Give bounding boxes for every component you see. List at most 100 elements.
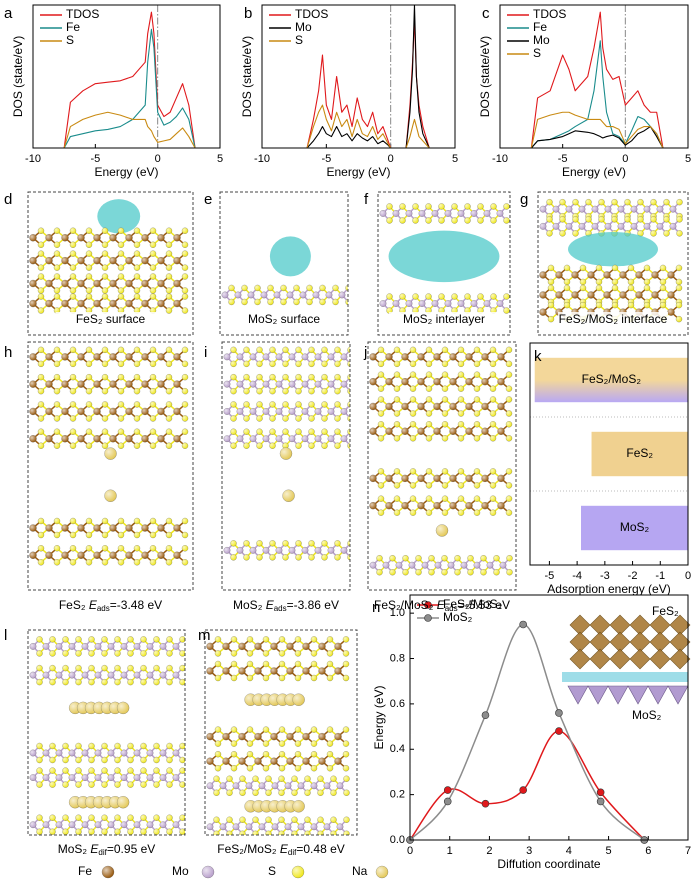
atom-shine (86, 428, 92, 435)
atom-shine (417, 427, 425, 435)
inset-octahedron (629, 648, 651, 670)
atom-shine (312, 291, 320, 299)
atom-shine (38, 415, 44, 422)
atom-shine (127, 814, 134, 821)
atom-shine (295, 751, 301, 758)
atom-legend-swatch (291, 865, 305, 879)
x-axis-label: Diffution coordinate (497, 857, 601, 871)
atom-shine (474, 346, 480, 353)
atom-shine (327, 547, 335, 554)
x-tick-label: -3 (600, 570, 610, 582)
atom-shine (223, 380, 231, 388)
atom-shine (77, 353, 85, 361)
atom-shine (258, 782, 266, 789)
atom-shine (173, 280, 181, 288)
atom-shine (394, 360, 400, 367)
atom-shine (134, 273, 140, 280)
atom-shine (474, 410, 480, 417)
atom-shine (343, 765, 349, 772)
atom-shine (327, 661, 333, 667)
atom-shine (490, 468, 496, 475)
atom-shine (118, 273, 124, 280)
atom-shine (385, 474, 393, 482)
atom-shine (243, 442, 250, 449)
atom-shine (611, 216, 618, 223)
atom-shine (93, 407, 101, 415)
atom-shine (319, 298, 326, 305)
series-line (262, 4, 455, 149)
atom-shine (410, 396, 416, 403)
panel-label: m (198, 627, 211, 644)
atom-shine (318, 642, 326, 650)
atom-shine (127, 650, 134, 657)
inset-structure (562, 614, 691, 705)
atom-shine (61, 407, 69, 415)
atom-shine (70, 442, 76, 449)
panel-label: j (363, 344, 367, 361)
atom-shine (295, 650, 301, 657)
atom-shine (86, 532, 92, 538)
atom-shine (394, 495, 400, 502)
atom-shine (552, 205, 560, 213)
atom-shine (301, 380, 309, 388)
plot-frame (261, 4, 456, 149)
atom-shine (118, 346, 124, 353)
bar (581, 505, 688, 551)
atom-shine (265, 816, 272, 823)
atom-shine (262, 353, 270, 361)
atom-shine (458, 371, 464, 378)
isosurface (568, 232, 658, 267)
atom-shine (54, 346, 60, 353)
atom-shine (166, 781, 173, 788)
series-line (409, 730, 645, 841)
structure-frame (221, 341, 351, 591)
data-point (519, 620, 527, 629)
atom-shine (54, 532, 60, 538)
x-tick-label: 4 (566, 845, 572, 857)
atom-shine (454, 569, 461, 576)
atom-shine (474, 421, 480, 428)
caption: FeS₂ surface (76, 312, 146, 326)
atom-shine (141, 435, 149, 443)
atom-shine (49, 650, 56, 657)
atom-shine (215, 661, 221, 667)
atom-shine (401, 402, 409, 410)
atom-shine (418, 300, 426, 307)
atom-shine (49, 665, 56, 672)
atom-shine (182, 559, 188, 566)
legend-label: S (295, 33, 303, 47)
x-tick-label: 2 (486, 845, 492, 857)
atom-shine (230, 360, 237, 367)
atom-shine (254, 757, 262, 765)
atom-shine (465, 474, 473, 482)
atom-shine (308, 442, 315, 449)
atom-shine (270, 733, 278, 741)
y-axis-label: DOS (state/eV) (478, 36, 492, 117)
atom-shine (308, 415, 315, 422)
atom-shine (166, 287, 172, 294)
atom-shine (102, 273, 108, 280)
atom-shine (454, 555, 461, 562)
atom-shine (88, 650, 95, 657)
atom-shine (295, 636, 301, 643)
atom-shine (319, 284, 326, 291)
atom-shine (604, 205, 612, 213)
legend-marker (424, 601, 432, 609)
caption-bg (558, 312, 668, 328)
atom-shine (477, 293, 484, 300)
atom-shine (86, 401, 92, 408)
structure-frame (219, 191, 349, 336)
atom-shine (644, 284, 650, 291)
atom-shine (166, 360, 172, 367)
atom-shine (182, 250, 188, 257)
atom-shine (221, 291, 229, 299)
atom-shine (179, 679, 185, 686)
atom-shine (62, 679, 69, 686)
atom-shine (301, 435, 309, 442)
atom-shine (125, 353, 133, 361)
x-tick-label: -1 (655, 570, 665, 582)
atom-shine (206, 667, 214, 675)
atom-shine (101, 767, 108, 774)
atom-shine (146, 774, 154, 781)
atom-shine (234, 291, 242, 299)
